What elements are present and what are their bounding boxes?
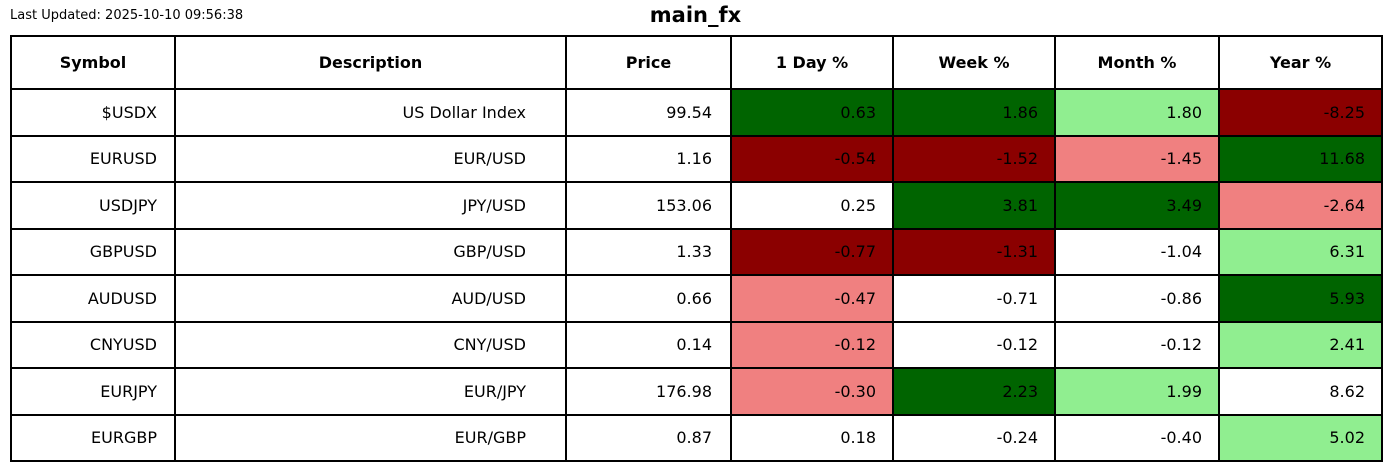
cell-symbol: CNYUSD	[10, 320, 176, 369]
cell-week: -1.31	[892, 227, 1056, 276]
cell-year: 6.31	[1218, 227, 1383, 276]
cell-description: US Dollar Index	[174, 88, 567, 137]
cell-description: GBP/USD	[174, 227, 567, 276]
cell-week: -0.71	[892, 274, 1056, 323]
cell-price: 0.14	[565, 320, 732, 369]
table-row: CNYUSD CNY/USD 0.14 -0.12 -0.12 -0.12 2.41	[10, 320, 1383, 369]
column-header-month: Month %	[1054, 35, 1220, 90]
cell-symbol: GBPUSD	[10, 227, 176, 276]
cell-month: -0.40	[1054, 413, 1220, 462]
column-header-week: Week %	[892, 35, 1056, 90]
cell-day: -0.47	[730, 274, 894, 323]
cell-description: AUD/USD	[174, 274, 567, 323]
cell-symbol: EURJPY	[10, 367, 176, 416]
cell-symbol: USDJPY	[10, 181, 176, 230]
cell-price: 99.54	[565, 88, 732, 137]
cell-month: 3.49	[1054, 181, 1220, 230]
cell-month: -1.45	[1054, 134, 1220, 183]
cell-week: -0.12	[892, 320, 1056, 369]
cell-week: -1.52	[892, 134, 1056, 183]
cell-month: -0.86	[1054, 274, 1220, 323]
last-updated-text: Last Updated: 2025-10-10 09:56:38	[10, 8, 244, 23]
table-row: AUDUSD AUD/USD 0.66 -0.47 -0.71 -0.86 5.93	[10, 274, 1383, 323]
cell-description: EUR/GBP	[174, 413, 567, 462]
cell-year: -8.25	[1218, 88, 1383, 137]
cell-year: -2.64	[1218, 181, 1383, 230]
cell-month: 1.99	[1054, 367, 1220, 416]
fx-table: Symbol Description Price 1 Day % Week % Month…	[10, 35, 1383, 462]
cell-price: 153.06	[565, 181, 732, 230]
column-header-price: Price	[565, 35, 732, 90]
column-header-symbol: Symbol	[10, 35, 176, 90]
cell-symbol: AUDUSD	[10, 274, 176, 323]
cell-week: -0.24	[892, 413, 1056, 462]
cell-symbol: EURGBP	[10, 413, 176, 462]
cell-year: 11.68	[1218, 134, 1383, 183]
cell-price: 0.87	[565, 413, 732, 462]
table-row: EURJPY EUR/JPY 176.98 -0.30 2.23 1.99 8.62	[10, 367, 1383, 416]
column-header-year: Year %	[1218, 35, 1383, 90]
cell-day: -0.77	[730, 227, 894, 276]
cell-price: 176.98	[565, 367, 732, 416]
cell-price: 0.66	[565, 274, 732, 323]
cell-description: EUR/USD	[174, 134, 567, 183]
cell-week: 3.81	[892, 181, 1056, 230]
fx-table-header: Symbol Description Price 1 Day % Week % Month…	[10, 35, 1383, 90]
table-row: $USDX US Dollar Index 99.54 0.63 1.86 1.80 -8.…	[10, 88, 1383, 137]
table-row: EURGBP EUR/GBP 0.87 0.18 -0.24 -0.40 5.02	[10, 413, 1383, 462]
cell-year: 2.41	[1218, 320, 1383, 369]
cell-year: 5.02	[1218, 413, 1383, 462]
cell-month: -0.12	[1054, 320, 1220, 369]
cell-day: 0.63	[730, 88, 894, 137]
table-row: GBPUSD GBP/USD 1.33 -0.77 -1.31 -1.04 6.31	[10, 227, 1383, 276]
cell-day: -0.12	[730, 320, 894, 369]
cell-description: CNY/USD	[174, 320, 567, 369]
table-row: EURUSD EUR/USD 1.16 -0.54 -1.52 -1.45 11.68	[10, 134, 1383, 183]
header-row: Symbol Description Price 1 Day % Week % Month…	[10, 35, 1383, 90]
cell-year: 8.62	[1218, 367, 1383, 416]
cell-day: -0.30	[730, 367, 894, 416]
cell-month: -1.04	[1054, 227, 1220, 276]
cell-day: 0.25	[730, 181, 894, 230]
cell-week: 2.23	[892, 367, 1056, 416]
cell-price: 1.16	[565, 134, 732, 183]
cell-symbol: $USDX	[10, 88, 176, 137]
cell-year: 5.93	[1218, 274, 1383, 323]
cell-week: 1.86	[892, 88, 1056, 137]
cell-day: -0.54	[730, 134, 894, 183]
cell-description: EUR/JPY	[174, 367, 567, 416]
table-row: USDJPY JPY/USD 153.06 0.25 3.81 3.49 -2.64	[10, 181, 1383, 230]
cell-month: 1.80	[1054, 88, 1220, 137]
column-header-description: Description	[174, 35, 567, 90]
fx-table-body: $USDX US Dollar Index 99.54 0.63 1.86 1.80 -8.…	[10, 88, 1383, 462]
column-header-day: 1 Day %	[730, 35, 894, 90]
cell-symbol: EURUSD	[10, 134, 176, 183]
cell-description: JPY/USD	[174, 181, 567, 230]
cell-day: 0.18	[730, 413, 894, 462]
cell-price: 1.33	[565, 227, 732, 276]
page-title: main_fx	[649, 3, 742, 27]
